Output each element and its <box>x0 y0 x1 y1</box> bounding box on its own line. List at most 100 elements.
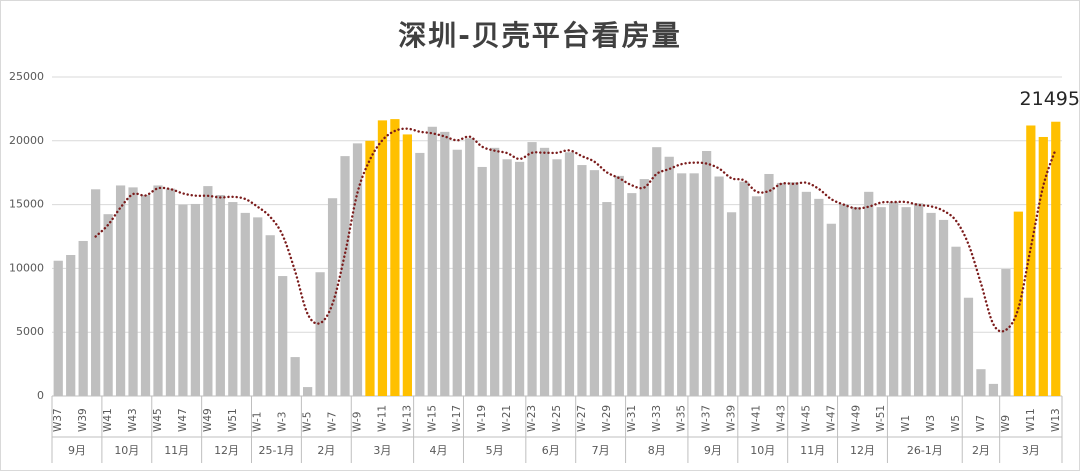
bar <box>352 143 363 396</box>
bar <box>652 147 662 396</box>
bar <box>327 198 338 396</box>
bar <box>801 191 811 396</box>
x-tick-label: W-51 <box>875 405 887 432</box>
x-tick-label: W-21 <box>501 405 513 432</box>
x-tick-label: W51 <box>227 408 239 432</box>
bar <box>477 166 487 396</box>
bar <box>889 202 899 396</box>
y-tick-label: 20000 <box>9 134 44 147</box>
group-label: 5月 <box>486 444 504 457</box>
x-tick-label: W-27 <box>576 405 588 432</box>
bar <box>577 165 587 396</box>
bar <box>702 151 712 396</box>
bar <box>976 369 986 396</box>
bar <box>876 207 886 396</box>
x-tick-label: W45 <box>152 408 164 432</box>
bar <box>1051 121 1061 396</box>
bar <box>278 276 288 396</box>
y-tick-label: 25000 <box>9 70 44 83</box>
bar <box>514 161 525 396</box>
x-tick-label: W37 <box>52 408 64 432</box>
x-tick-label: W-7 <box>327 412 339 432</box>
group-label: 3月 <box>1022 444 1040 457</box>
x-tick-label: W47 <box>177 408 189 432</box>
x-tick-label: W-17 <box>451 405 463 432</box>
bar <box>539 147 550 396</box>
bar <box>851 207 861 396</box>
bar <box>776 182 787 396</box>
bar <box>789 182 799 396</box>
x-tick-label: W-13 <box>401 405 413 432</box>
group-label: 7月 <box>592 444 610 457</box>
bar <box>988 383 999 396</box>
bar <box>926 212 936 396</box>
bar <box>78 240 88 396</box>
x-tick-label: W-45 <box>800 405 812 432</box>
bar <box>639 179 649 396</box>
group-label: 25-1月 <box>258 444 294 457</box>
bar <box>377 120 388 396</box>
bar <box>290 357 300 396</box>
chart-title: 深圳-贝壳平台看房量 <box>398 19 682 52</box>
bar <box>564 152 575 396</box>
bar <box>726 212 737 396</box>
bar <box>552 159 562 396</box>
bar <box>490 147 500 396</box>
bar <box>103 214 113 396</box>
bar <box>402 134 412 397</box>
x-tick-label: W-43 <box>775 405 787 432</box>
x-tick-label: W-33 <box>651 405 663 432</box>
group-label: 12月 <box>214 444 239 457</box>
x-tick-label: W-25 <box>551 405 563 432</box>
bar <box>1001 269 1011 396</box>
x-tick-label: W39 <box>77 408 89 432</box>
x-tick-label: W-15 <box>426 405 438 432</box>
trendline <box>94 127 1057 333</box>
x-tick-label: W41 <box>102 408 114 432</box>
bar <box>614 175 624 396</box>
x-tick-label: W-3 <box>277 412 289 432</box>
x-tick-label: W-1 <box>252 412 264 432</box>
bar <box>115 185 126 396</box>
group-label: 11月 <box>800 444 825 457</box>
bar <box>178 204 188 396</box>
group-label: 26-1月 <box>907 444 943 457</box>
bar <box>452 149 462 396</box>
x-tick-label: W7 <box>975 415 987 432</box>
bar <box>228 202 238 396</box>
group-label: 9月 <box>68 444 86 457</box>
group-label: 3月 <box>373 444 391 457</box>
x-tick-label: W-31 <box>626 405 638 432</box>
x-tick-label: W13 <box>1050 408 1062 432</box>
group-label: 6月 <box>542 444 560 457</box>
bar <box>589 170 600 396</box>
x-tick-label: W-39 <box>726 405 738 432</box>
y-tick-label: 5000 <box>16 325 44 338</box>
bar <box>265 235 275 396</box>
bar <box>153 185 163 396</box>
bar <box>203 186 213 396</box>
bar <box>502 159 512 396</box>
x-tick-label: W-29 <box>601 405 613 432</box>
bar <box>764 173 774 396</box>
bar <box>140 195 151 396</box>
bar <box>527 142 537 396</box>
bar <box>365 140 375 396</box>
bar <box>864 191 874 396</box>
group-label: 12月 <box>850 444 875 457</box>
bar <box>1038 136 1048 397</box>
bar <box>440 131 450 397</box>
bar <box>689 173 699 396</box>
bar <box>128 187 138 396</box>
bar <box>913 203 924 396</box>
x-tick-label: W-19 <box>476 405 488 432</box>
bar <box>714 176 724 396</box>
group-label: 11月 <box>164 444 189 457</box>
x-tick-label: W43 <box>127 408 139 432</box>
bar <box>390 119 400 396</box>
bar <box>627 193 637 396</box>
bar <box>839 203 849 396</box>
x-tick-label: W-11 <box>376 405 388 432</box>
x-tick-label: W-37 <box>701 405 713 432</box>
